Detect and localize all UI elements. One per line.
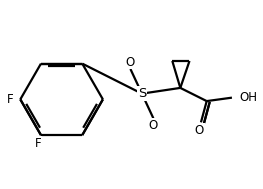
Text: F: F <box>35 137 41 150</box>
Text: S: S <box>138 87 146 100</box>
Text: O: O <box>195 124 204 137</box>
Text: F: F <box>7 93 14 106</box>
Text: O: O <box>149 119 158 132</box>
Text: OH: OH <box>239 91 257 104</box>
Text: O: O <box>126 56 135 69</box>
